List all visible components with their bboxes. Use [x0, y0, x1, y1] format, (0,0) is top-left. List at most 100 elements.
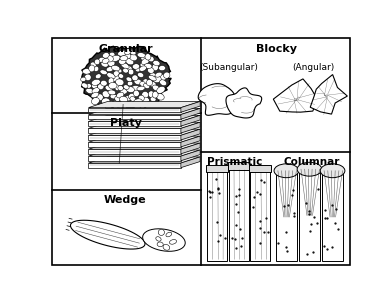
Polygon shape — [89, 108, 200, 115]
Ellipse shape — [157, 86, 165, 93]
Polygon shape — [181, 157, 200, 168]
Ellipse shape — [102, 98, 110, 105]
Ellipse shape — [94, 59, 100, 65]
Ellipse shape — [157, 242, 163, 247]
Ellipse shape — [90, 62, 96, 67]
Ellipse shape — [98, 84, 104, 90]
Ellipse shape — [116, 92, 124, 98]
Ellipse shape — [148, 56, 154, 62]
Ellipse shape — [111, 75, 120, 82]
Text: Blocky: Blocky — [256, 44, 297, 54]
Ellipse shape — [129, 50, 136, 55]
Ellipse shape — [150, 97, 156, 102]
Ellipse shape — [149, 75, 156, 81]
Ellipse shape — [143, 79, 149, 85]
Ellipse shape — [113, 71, 119, 76]
Ellipse shape — [83, 69, 91, 74]
Ellipse shape — [110, 94, 117, 99]
Polygon shape — [89, 156, 181, 161]
Ellipse shape — [91, 92, 99, 98]
Ellipse shape — [111, 65, 120, 71]
Ellipse shape — [141, 97, 149, 104]
Ellipse shape — [160, 80, 167, 86]
Ellipse shape — [113, 100, 120, 107]
Bar — [228, 162, 249, 170]
Ellipse shape — [147, 101, 153, 106]
Polygon shape — [89, 128, 181, 133]
Text: (Angular): (Angular) — [292, 63, 334, 72]
Ellipse shape — [152, 85, 160, 91]
Ellipse shape — [131, 85, 140, 91]
Ellipse shape — [109, 101, 114, 107]
Polygon shape — [181, 150, 200, 161]
Bar — [206, 165, 228, 172]
Ellipse shape — [114, 84, 120, 91]
Ellipse shape — [85, 74, 91, 81]
Ellipse shape — [101, 80, 107, 86]
Ellipse shape — [91, 79, 100, 85]
Ellipse shape — [124, 53, 131, 59]
Ellipse shape — [143, 83, 150, 88]
Text: Platy: Platy — [109, 118, 142, 128]
Bar — [249, 165, 271, 172]
Polygon shape — [89, 143, 200, 149]
Ellipse shape — [132, 64, 140, 69]
Ellipse shape — [152, 76, 161, 82]
Text: Granular: Granular — [98, 44, 153, 54]
Ellipse shape — [105, 85, 113, 91]
Ellipse shape — [132, 75, 138, 81]
Ellipse shape — [82, 83, 88, 88]
Ellipse shape — [320, 164, 345, 178]
Ellipse shape — [150, 82, 156, 87]
Ellipse shape — [101, 61, 108, 67]
Ellipse shape — [158, 229, 165, 236]
Ellipse shape — [152, 91, 158, 98]
Ellipse shape — [133, 90, 139, 97]
Ellipse shape — [105, 55, 113, 62]
Ellipse shape — [118, 85, 123, 91]
Polygon shape — [89, 101, 200, 108]
Ellipse shape — [153, 60, 160, 66]
Ellipse shape — [166, 232, 172, 237]
Ellipse shape — [141, 55, 147, 61]
Ellipse shape — [106, 66, 114, 72]
Ellipse shape — [109, 82, 117, 89]
Ellipse shape — [135, 67, 141, 72]
Ellipse shape — [138, 73, 144, 77]
Polygon shape — [198, 84, 236, 115]
Ellipse shape — [140, 103, 145, 108]
Polygon shape — [181, 101, 200, 112]
Ellipse shape — [126, 86, 134, 92]
Polygon shape — [71, 220, 145, 249]
Polygon shape — [82, 46, 171, 112]
Text: Wedge: Wedge — [104, 195, 147, 206]
Polygon shape — [89, 129, 200, 135]
Ellipse shape — [120, 96, 128, 103]
Ellipse shape — [81, 77, 86, 82]
Ellipse shape — [121, 106, 127, 111]
Bar — [276, 171, 297, 261]
Ellipse shape — [93, 66, 99, 71]
Ellipse shape — [100, 70, 107, 75]
Ellipse shape — [163, 244, 170, 250]
Bar — [207, 171, 227, 261]
Ellipse shape — [91, 98, 100, 105]
Ellipse shape — [147, 68, 154, 74]
Ellipse shape — [107, 73, 115, 79]
Ellipse shape — [148, 91, 154, 98]
Ellipse shape — [95, 74, 101, 79]
Ellipse shape — [92, 88, 100, 94]
Ellipse shape — [102, 91, 110, 98]
Polygon shape — [89, 136, 200, 142]
Text: (Subangular): (Subangular) — [199, 63, 258, 72]
Ellipse shape — [124, 49, 131, 55]
Polygon shape — [181, 129, 200, 140]
Ellipse shape — [92, 84, 98, 88]
Polygon shape — [89, 115, 181, 119]
Ellipse shape — [102, 58, 109, 64]
Ellipse shape — [130, 97, 136, 101]
Ellipse shape — [86, 88, 94, 94]
Ellipse shape — [134, 99, 142, 104]
Ellipse shape — [123, 85, 129, 89]
Ellipse shape — [159, 74, 167, 80]
